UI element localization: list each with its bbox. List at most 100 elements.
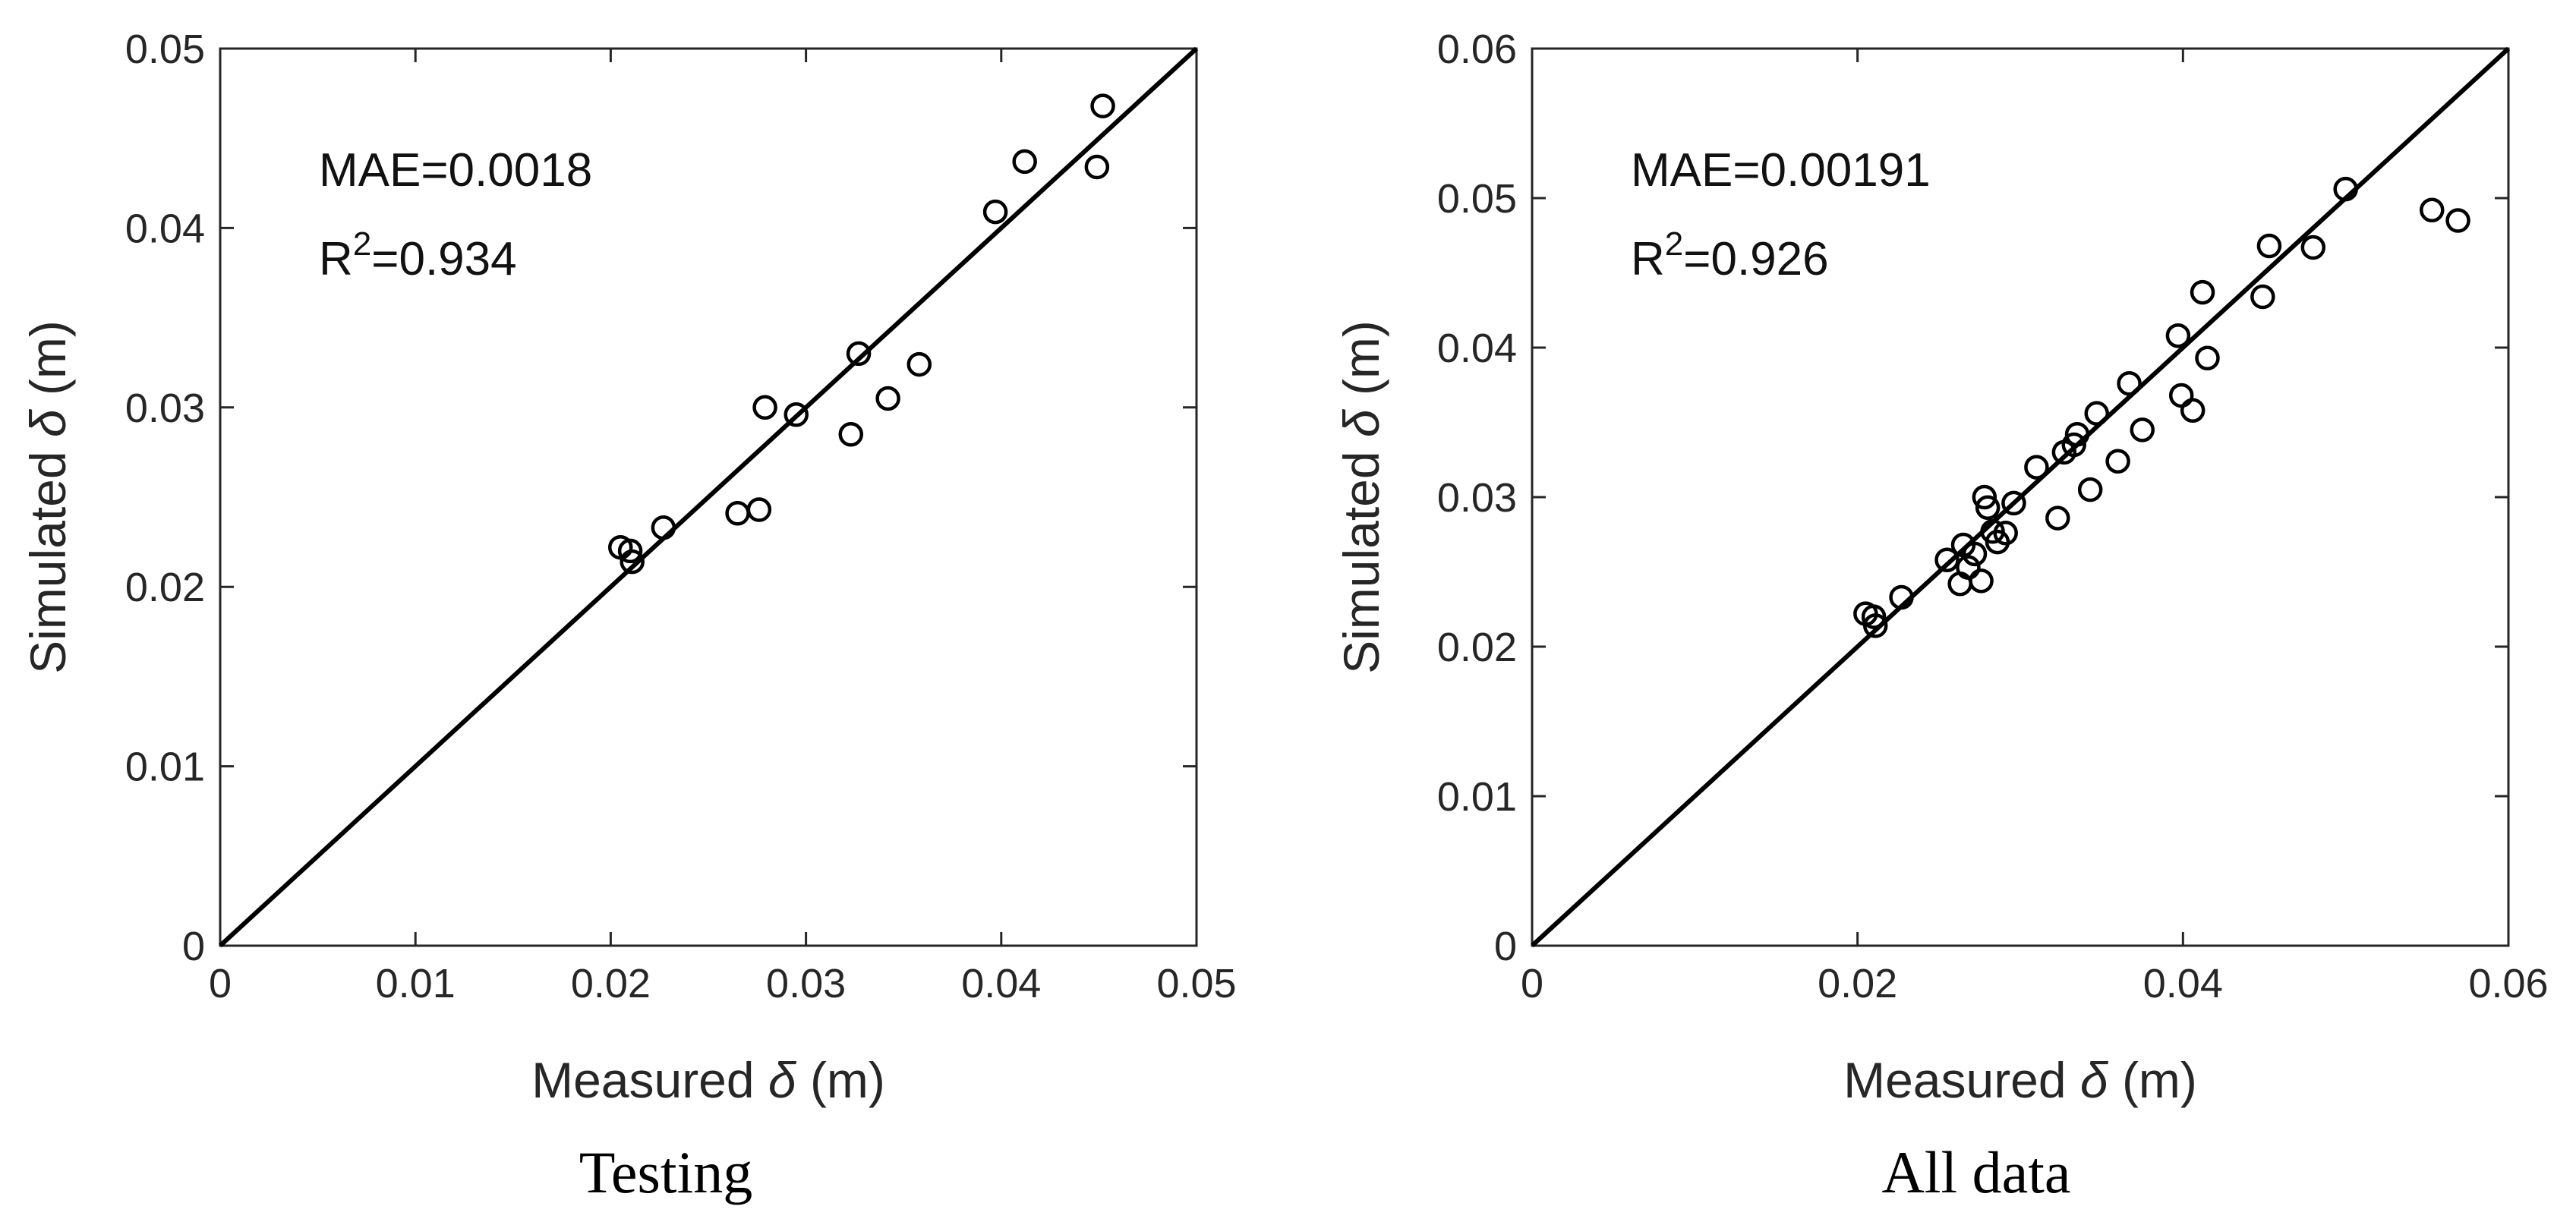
data-point-all-data (2045, 505, 2070, 531)
tick-labels-all-data: 0 0.02 0.04 0.06 0 0.01 0.02 0.03 0.04 0.05 0.06 (1437, 27, 2549, 1006)
data-point-all-data (2024, 455, 2049, 480)
y-tick-label: 0.02 (1437, 625, 1517, 670)
data-point-testing (846, 341, 872, 367)
x-tick-label: 0.06 (2468, 961, 2548, 1006)
points-all-data (1853, 176, 2470, 638)
x-tick-label: 0.04 (961, 961, 1041, 1006)
x-tick-label: 0.04 (2143, 961, 2223, 1006)
y-tick-label: 0.04 (125, 206, 205, 251)
data-point-all-data (2064, 422, 2090, 447)
r2-symbol-testing: R (319, 233, 353, 285)
x-axis-label-symbol-all-data: δ (2080, 1052, 2109, 1108)
data-point-testing (784, 402, 809, 427)
r2-value-all-data: =0.926 (1683, 233, 1828, 285)
data-point-testing (1090, 93, 1115, 118)
r2-annotation-testing: R2=0.934 (319, 225, 517, 285)
data-point-all-data (2195, 345, 2220, 371)
y-axis-label-suffix-all-data: (m) (1333, 320, 1389, 409)
y-tick-label: 0.05 (1437, 176, 1517, 222)
points-testing (608, 93, 1115, 575)
x-tick-label: 0.01 (376, 961, 456, 1006)
data-point-all-data (1934, 547, 1960, 572)
data-point-all-data (2077, 477, 2103, 502)
data-point-all-data (1993, 521, 2018, 546)
data-point-all-data (2084, 401, 2109, 426)
data-point-all-data (1861, 604, 1887, 629)
y-tick-label: 0.06 (1437, 27, 1517, 72)
x-axis-label-symbol-testing: δ (768, 1052, 797, 1108)
data-point-all-data (2061, 432, 2086, 458)
data-point-all-data (2333, 176, 2358, 202)
caption-all-data: All data (1881, 1139, 2070, 1205)
y-tick-label: 0 (182, 924, 205, 969)
data-point-testing (982, 199, 1008, 225)
data-point-all-data (2130, 417, 2155, 442)
data-point-all-data (2445, 208, 2470, 233)
mae-annotation-all-data: MAE=0.00191 (1631, 144, 1931, 197)
r2-superscript-testing: 2 (353, 225, 371, 263)
x-tick-label: 0 (1521, 961, 1543, 1006)
data-point-all-data (1975, 495, 2001, 521)
caption-testing: Testing (579, 1139, 753, 1205)
panel-testing: 0 0.01 0.02 0.03 0.04 0.05 0 0.01 0.02 0.03 0.04 0.… (20, 27, 1237, 1205)
data-point-testing (1084, 154, 1110, 180)
y-tick-label: 0.03 (125, 386, 205, 431)
x-axis-label-testing: Measured δ (m) (531, 1052, 885, 1108)
y-tick-label: 0.05 (125, 27, 205, 72)
data-point-all-data (2420, 197, 2445, 223)
data-point-all-data (2001, 490, 2026, 516)
data-point-testing (906, 351, 932, 377)
mae-annotation-testing: MAE=0.0018 (319, 144, 592, 197)
reference-line-testing (218, 46, 1199, 948)
y-tick-label: 0.02 (125, 565, 205, 610)
data-point-all-data (2250, 284, 2275, 310)
y-tick-label: 0.04 (1437, 326, 1517, 371)
y-tick-label: 0 (1494, 924, 1517, 969)
y-tick-label: 0.01 (125, 745, 205, 790)
data-point-all-data (2117, 371, 2142, 396)
data-point-all-data (2190, 279, 2215, 305)
data-point-testing (838, 422, 864, 447)
data-point-all-data (1972, 484, 1997, 510)
data-point-testing (752, 395, 777, 420)
y-axis-label-prefix-testing: Simulated (20, 437, 76, 674)
r2-symbol-all-data: R (1631, 233, 1665, 285)
data-point-all-data (1862, 613, 1888, 638)
r2-value-testing: =0.934 (371, 233, 516, 285)
x-axis-label-suffix-testing: (m) (796, 1052, 885, 1108)
data-point-testing (620, 549, 645, 575)
y-tick-label: 0.01 (1437, 774, 1517, 820)
y-axis-label-prefix-all-data: Simulated (1333, 437, 1389, 674)
r2-superscript-all-data: 2 (1665, 225, 1683, 263)
x-axis-label-prefix-testing: Measured (531, 1052, 768, 1108)
y-axis-label-all-data: Simulated δ (m) (1333, 320, 1389, 674)
x-axis-label-all-data: Measured δ (m) (1843, 1052, 2197, 1108)
x-tick-label: 0 (209, 961, 232, 1006)
data-point-all-data (2300, 235, 2326, 260)
panel-all-data: 0 0.02 0.04 0.06 0 0.01 0.02 0.03 0.04 0.05 0.06 M… (1333, 27, 2549, 1205)
data-point-all-data (1969, 568, 1994, 594)
tick-labels-testing: 0 0.01 0.02 0.03 0.04 0.05 0 0.01 0.02 0.03 0.04 0.… (125, 27, 1237, 1006)
r2-annotation-all-data: R2=0.926 (1631, 225, 1829, 285)
x-axis-label-prefix-all-data: Measured (1843, 1052, 2080, 1108)
y-axis-label-suffix-testing: (m) (20, 320, 76, 409)
data-point-testing (617, 538, 643, 564)
data-point-all-data (2180, 398, 2206, 423)
x-tick-label: 0.03 (766, 961, 846, 1006)
data-point-all-data (2165, 323, 2191, 348)
y-axis-label-symbol-all-data: δ (1333, 408, 1389, 437)
data-point-testing (651, 515, 676, 540)
x-axis-label-suffix-all-data: (m) (2108, 1052, 2197, 1108)
data-point-testing (746, 497, 772, 522)
data-point-testing (1012, 149, 1037, 175)
y-axis-label-symbol-testing: δ (20, 408, 76, 437)
data-point-all-data (1889, 584, 1914, 610)
y-axis-label-testing: Simulated δ (m) (20, 320, 76, 674)
data-point-all-data (2105, 449, 2130, 474)
x-tick-label: 0.02 (1818, 961, 1897, 1006)
data-point-testing (875, 386, 900, 411)
y-tick-label: 0.03 (1437, 475, 1517, 521)
ticks-testing (219, 47, 1198, 947)
